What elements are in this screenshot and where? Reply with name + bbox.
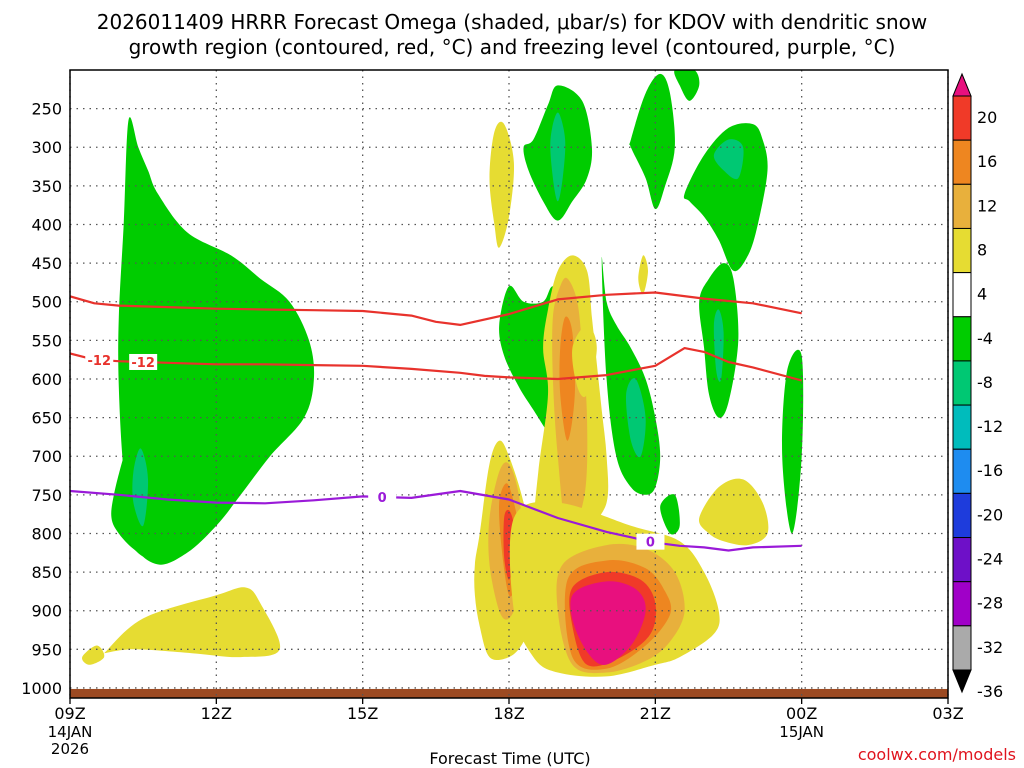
- contour-label-2-1: 0: [646, 536, 655, 551]
- colorbar-swatch-3: [952, 183, 972, 229]
- plot-frame: [69, 69, 949, 699]
- omega-region-descent-19z-upper: [489, 121, 515, 248]
- y-tick-label-550: 550: [31, 331, 62, 350]
- y-tick-label-850: 850: [31, 563, 62, 582]
- omega-region-descent-2230z-low-20: [570, 581, 646, 665]
- y-tick-label-750: 750: [31, 486, 62, 505]
- colorbar-label-6: -8: [977, 373, 993, 392]
- colorbar-swatch-2: [952, 139, 972, 185]
- omega-region-descent-0130z-low: [698, 478, 769, 546]
- omega-region-ascent-0130z-upper-core: [713, 139, 744, 180]
- x-tick-label-5: 00Z: [786, 704, 817, 723]
- colorbar-swatch-13: [952, 625, 972, 671]
- y-tick-label-250: 250: [31, 100, 62, 119]
- colorbar-swatch-1: [952, 95, 972, 141]
- omega-region-ascent-0130z-upper: [683, 123, 768, 272]
- y-tick-label-350: 350: [31, 177, 62, 196]
- colorbar-label-0: 20: [977, 108, 997, 127]
- y-tick-label-600: 600: [31, 370, 62, 389]
- colorbar-label-8: -16: [977, 461, 1003, 480]
- colorbar-swatch-5: [952, 272, 972, 318]
- contour-label-bg-1-0: [85, 351, 114, 368]
- x-tick-label-2: 15Z: [347, 704, 378, 723]
- y-tick-label-450: 450: [31, 254, 62, 273]
- omega-region-ascent-00z-small: [660, 494, 680, 535]
- x-tick-label-3: 18Z: [493, 704, 524, 723]
- colorbar-label-13: -36: [977, 682, 1003, 701]
- contour-label-bg-2-1: [636, 533, 665, 550]
- y-tick-label-400: 400: [31, 215, 62, 234]
- y-tick-label-700: 700: [31, 447, 62, 466]
- omega-region-descent-2330z-dot: [638, 255, 648, 295]
- colorbar-label-9: -20: [977, 505, 1003, 524]
- contour-line-1: [70, 347, 802, 382]
- y-tick-label-800: 800: [31, 524, 62, 543]
- colorbar-label-7: -12: [977, 417, 1003, 436]
- y-tick-label-950: 950: [31, 640, 62, 659]
- colorbar-swatch-6: [952, 316, 972, 362]
- omega-region-ascent-13z-lower-core: [132, 448, 149, 527]
- y-tick-label-300: 300: [31, 138, 62, 157]
- omega-shading-group: [82, 70, 804, 677]
- colorbar-bottom-arrow: [952, 669, 972, 694]
- colorbar-legend: 20 16 12 8 4 -4 -8 -12 -16 -20 -24 -28 -32 -36: [952, 72, 1003, 701]
- colorbar-label-4: 4: [977, 285, 987, 304]
- omega-region-descent-1230z-low: [99, 587, 281, 658]
- plot-area: 250 300 350 400 450 500 550 600 650 700 750 800 850 9…: [21, 69, 964, 758]
- x-tick-label-1: 12Z: [201, 704, 232, 723]
- omega-region-ascent-03z-edge: [782, 349, 804, 534]
- x-tick-label-6: 03Z: [932, 704, 963, 723]
- colorbar-label-2: 12: [977, 196, 997, 215]
- omega-region-ascent-21z-upper-core: [550, 112, 566, 202]
- colorbar-swatch-7: [952, 360, 972, 406]
- contour-label-1-0: -12: [88, 354, 112, 369]
- contour-line-2: [70, 489, 802, 552]
- colorbar-swatch-9: [952, 448, 972, 494]
- colorbar-label-3: 8: [977, 240, 987, 259]
- isotherm-group: -12 -12 0 0: [70, 291, 802, 552]
- x-tick-label-0: 09Z: [54, 704, 85, 723]
- colorbar-label-5: -4: [977, 329, 993, 348]
- colorbar-swatch-12: [952, 581, 972, 627]
- omega-region-ascent-00z-top: [674, 70, 700, 101]
- colorbar-top-arrow: [952, 72, 972, 97]
- x-date-label-0-0: 14JAN: [48, 723, 93, 741]
- contour-label-bg-1-1: [129, 353, 158, 370]
- omega-region-ascent-01z-mid-core: [713, 309, 724, 382]
- colorbar-swatch-10: [952, 492, 972, 539]
- contour-line-0: [70, 291, 802, 326]
- x-date-label-1-0: 15JAN: [779, 723, 824, 741]
- y-tick-label-650: 650: [31, 409, 62, 428]
- colorbar-swatch-4: [952, 227, 972, 274]
- x-tick-label-4: 21Z: [640, 704, 671, 723]
- omega-region-ascent-21z-mid: [601, 256, 661, 495]
- omega-region-descent-10z-dot: [82, 645, 105, 665]
- y-tick-label-900: 900: [31, 602, 62, 621]
- contour-label-bg-2-0: [368, 489, 397, 506]
- x-date-label-0-1: 2026: [51, 740, 89, 758]
- x-axis-label: Forecast Time (UTC): [429, 749, 590, 768]
- surface-terrain: [70, 688, 948, 698]
- omega-region-ascent-2330z-upper: [629, 73, 675, 210]
- contour-label-1-1: -12: [131, 356, 155, 371]
- colorbar-label-12: -32: [977, 638, 1003, 657]
- colorbar-swatch-8: [952, 404, 972, 450]
- colorbar-label-1: 16: [977, 152, 997, 171]
- contour-label-2-0: 0: [378, 491, 387, 506]
- credit-label: coolwx.com/models: [858, 745, 1016, 764]
- chart-title-line-2: growth region (contoured, red, °C) and f…: [129, 35, 896, 59]
- colorbar-label-10: -24: [977, 550, 1003, 569]
- colorbar-swatch-11: [952, 537, 972, 583]
- y-tick-label-1000: 1000: [21, 679, 62, 698]
- y-tick-label-500: 500: [31, 293, 62, 312]
- colorbar-label-11: -28: [977, 594, 1003, 613]
- chart-title-line-1: 2026011409 HRRR Forecast Omega (shaded, …: [97, 10, 927, 34]
